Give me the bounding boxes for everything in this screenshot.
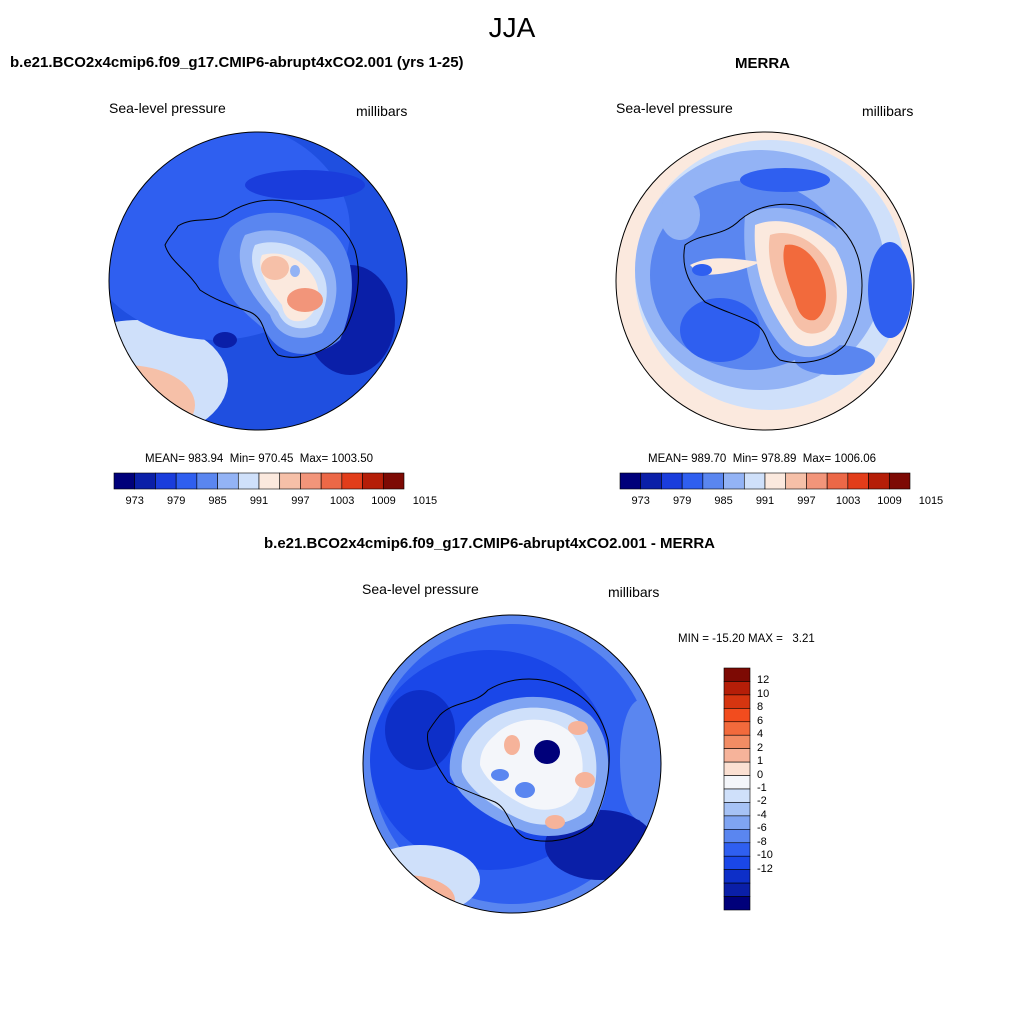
colorbar-tick-label: -6 <box>757 822 767 835</box>
colorbar-swatch <box>888 472 911 490</box>
obs-variable-label: Sea-level pressure <box>616 100 733 116</box>
colorbar-tick-label: 1015 <box>412 495 438 507</box>
colorbar-tick-label: -2 <box>757 795 767 808</box>
colorbar-swatch <box>723 694 751 709</box>
colorbar-tick-label: -8 <box>757 835 767 848</box>
colorbar-swatch <box>723 721 751 736</box>
colorbar-tick-label: 1003 <box>329 495 355 507</box>
colorbar-swatch <box>723 842 751 857</box>
colorbar-swatch <box>723 882 751 897</box>
colorbar-tick-label: -1 <box>757 782 767 794</box>
colorbar-swatch <box>723 761 751 776</box>
model-stats: MEAN= 983.94 Min= 970.45 Max= 1003.50 <box>145 453 373 465</box>
colorbar-tick-label: 979 <box>166 495 186 507</box>
colorbar-swatch <box>723 708 751 723</box>
colorbar-tick-label: 10 <box>757 687 770 700</box>
obs-stats: MEAN= 989.70 Min= 978.89 Max= 1006.06 <box>648 453 876 465</box>
colorbar-tick-label: -12 <box>757 862 773 875</box>
colorbar-tick-label: 985 <box>208 495 227 507</box>
colorbar-tick-label: 1009 <box>877 495 902 507</box>
model-units-label: millibars <box>356 103 408 119</box>
colorbar-tick-label: 2 <box>757 741 764 754</box>
colorbar-tick-label: 1015 <box>918 495 944 507</box>
colorbar-swatch <box>723 734 751 749</box>
diff-colorbar <box>723 667 751 911</box>
colorbar-tick-label: 4 <box>757 728 764 741</box>
colorbar-tick-label: 6 <box>757 714 764 727</box>
diff-minmax: MIN = -15.20 MAX = 3.21 <box>678 633 815 645</box>
colorbar-swatch <box>723 815 751 830</box>
obs-panel-title: MERRA <box>735 55 790 72</box>
diff-variable-label: Sea-level pressure <box>362 581 479 597</box>
colorbar-swatch <box>723 855 751 870</box>
obs-units-label: millibars <box>862 103 914 119</box>
model-colorbar <box>113 472 405 490</box>
colorbar-swatch <box>723 829 751 844</box>
colorbar-swatch <box>723 869 751 884</box>
colorbar-tick-label: 997 <box>291 495 310 507</box>
colorbar-swatch <box>723 788 751 803</box>
colorbar-tick-label: 1003 <box>835 495 861 507</box>
model-panel-title: b.e21.BCO2x4cmip6.f09_g17.CMIP6-abrupt4x… <box>10 54 464 71</box>
colorbar-swatch <box>723 896 751 911</box>
colorbar-tick-label: 997 <box>797 495 816 507</box>
colorbar-tick-label: 991 <box>755 495 775 507</box>
colorbar-tick-label: 973 <box>125 495 144 507</box>
colorbar-tick-label: 973 <box>631 495 650 507</box>
colorbar-tick-label: 1 <box>757 755 764 768</box>
colorbar-swatch <box>382 472 405 490</box>
diff-units-label: millibars <box>608 584 660 600</box>
obs-colorbar <box>619 472 911 490</box>
colorbar-tick-label: 0 <box>757 768 764 781</box>
colorbar-tick-label: -4 <box>757 808 767 821</box>
colorbar-tick-label: 12 <box>757 674 770 687</box>
colorbar-swatch <box>723 681 751 696</box>
model-variable-label: Sea-level pressure <box>109 100 226 116</box>
diff-panel-title: b.e21.BCO2x4cmip6.f09_g17.CMIP6-abrupt4x… <box>264 535 715 552</box>
colorbar-swatch <box>723 748 751 763</box>
colorbar-tick-label: 1009 <box>371 495 396 507</box>
colorbar-tick-label: 991 <box>249 495 269 507</box>
colorbar-tick-label: -10 <box>757 849 773 862</box>
colorbar-tick-label: 8 <box>757 701 764 714</box>
colorbar-swatch <box>723 775 751 790</box>
colorbar-swatch <box>723 667 751 682</box>
colorbar-tick-label: 985 <box>714 495 733 507</box>
colorbar-tick-label: 979 <box>672 495 692 507</box>
colorbar-swatch <box>723 802 751 817</box>
season-title: JJA <box>488 12 536 43</box>
